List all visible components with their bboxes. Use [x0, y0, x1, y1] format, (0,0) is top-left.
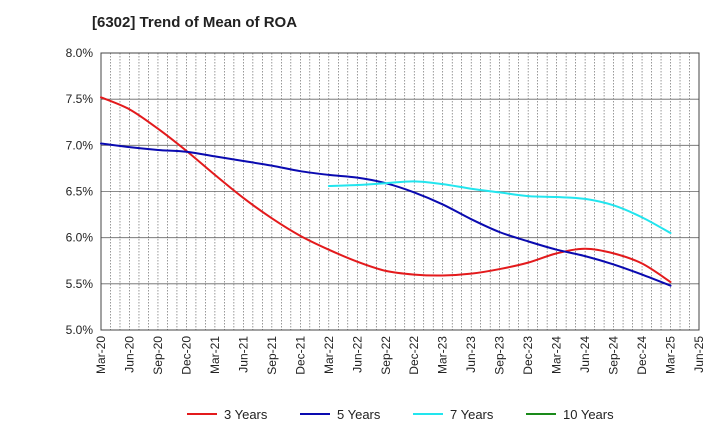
y-tick-label: 5.5% — [66, 277, 94, 291]
x-tick-label: Jun-24 — [578, 336, 592, 373]
series-line-3-years — [100, 96, 672, 283]
x-tick-label: Sep-21 — [265, 336, 279, 375]
x-tick-label: Sep-23 — [493, 336, 507, 375]
x-tick-label: Mar-23 — [436, 336, 450, 374]
legend-label-7-years: 7 Years — [450, 407, 494, 422]
plot-area — [100, 52, 700, 331]
x-tick-label: Dec-20 — [179, 336, 193, 375]
x-tick-label: Sep-22 — [379, 336, 393, 375]
legend-label-10-years: 10 Years — [563, 407, 614, 422]
x-tick-label: Dec-22 — [407, 336, 421, 375]
x-tick-label: Dec-23 — [521, 336, 535, 375]
y-tick-label: 8.0% — [66, 46, 94, 60]
x-tick-label: Jun-23 — [464, 336, 478, 373]
x-tick-label: Mar-22 — [322, 336, 336, 374]
x-tick-label: Mar-24 — [550, 336, 564, 374]
y-tick-label: 7.5% — [66, 92, 94, 106]
y-tick-label: 7.0% — [66, 138, 94, 152]
x-tick-label: Jun-22 — [350, 336, 364, 373]
x-tick-label: Mar-20 — [94, 336, 108, 374]
y-tick-label: 5.0% — [66, 323, 94, 337]
x-tick-label: Dec-21 — [293, 336, 307, 375]
x-tick-label: Dec-24 — [635, 336, 649, 375]
chart-title: [6302] Trend of Mean of ROA — [92, 14, 298, 31]
x-tick-label: Jun-20 — [122, 336, 136, 373]
legend-label-5-years: 5 Years — [337, 407, 381, 422]
x-tick-label: Sep-24 — [607, 336, 621, 375]
y-tick-label: 6.5% — [66, 185, 94, 199]
series-line-7-years — [327, 180, 672, 235]
x-tick-label: Jun-25 — [692, 336, 706, 373]
y-tick-label: 6.0% — [66, 231, 94, 245]
x-tick-label: Mar-25 — [664, 336, 678, 374]
x-tick-label: Sep-20 — [151, 336, 165, 375]
legend-label-3-years: 3 Years — [224, 407, 268, 422]
x-tick-label: Jun-21 — [236, 336, 250, 373]
x-tick-label: Mar-21 — [208, 336, 222, 374]
